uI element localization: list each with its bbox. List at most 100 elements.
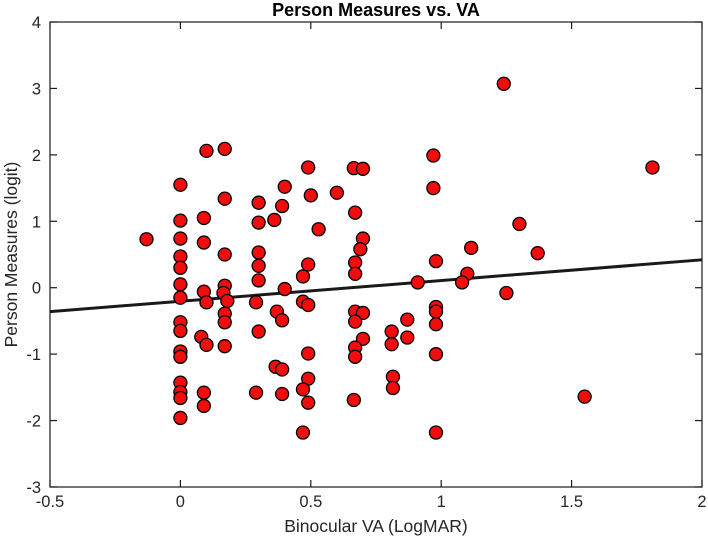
data-point	[645, 160, 660, 175]
data-point	[410, 275, 425, 290]
data-point	[173, 277, 188, 292]
x-tick-label: 1.5	[560, 493, 583, 511]
data-point	[173, 349, 188, 364]
data-point	[577, 389, 592, 404]
data-point	[139, 232, 154, 247]
data-point	[173, 410, 188, 426]
data-point	[428, 304, 444, 319]
data-point	[217, 141, 232, 157]
data-points-layer	[139, 76, 660, 440]
data-point	[251, 258, 266, 273]
plot-border-box	[49, 21, 703, 488]
data-point	[464, 240, 479, 256]
data-point	[173, 177, 188, 192]
data-point	[217, 191, 232, 206]
data-point	[384, 324, 399, 339]
data-point	[428, 425, 444, 440]
data-point	[217, 339, 232, 354]
data-point	[217, 315, 232, 330]
trend-line-layer	[49, 258, 703, 314]
x-axis-label: Binocular VA (LogMAR)	[284, 516, 468, 536]
y-tick-label: -3	[26, 479, 41, 497]
y-tick-label: -1	[26, 346, 41, 364]
data-point	[301, 346, 316, 361]
data-point	[428, 346, 444, 362]
data-point	[267, 212, 282, 228]
data-point	[496, 76, 511, 91]
data-point	[217, 247, 232, 262]
tick-marks-layer	[49, 21, 703, 488]
data-point	[199, 295, 214, 310]
y-tick-label: 0	[32, 280, 41, 298]
data-point	[277, 179, 292, 194]
data-point	[173, 323, 188, 339]
y-tick-label: -2	[26, 413, 41, 431]
tick-labels-layer: -0.5 0 0.5 1 1.5 2 -3 -2 -1 0 1 2 3 4	[26, 14, 706, 511]
data-point	[347, 314, 363, 329]
y-tick-label: 2	[32, 147, 41, 165]
data-point	[248, 295, 264, 310]
data-point	[353, 242, 368, 257]
data-point	[428, 317, 444, 332]
data-point	[196, 385, 212, 400]
data-point	[295, 382, 311, 397]
data-point	[301, 257, 316, 272]
x-tick-label: -0.5	[36, 493, 64, 511]
y-tick-label: 4	[32, 14, 41, 32]
data-point	[301, 395, 316, 410]
data-point	[347, 266, 363, 281]
regression-line	[49, 258, 703, 314]
data-point	[295, 269, 311, 284]
data-point	[173, 390, 188, 406]
data-point	[346, 392, 361, 408]
data-point	[499, 285, 514, 301]
data-point	[274, 198, 290, 214]
x-tick-label: 2	[697, 493, 706, 511]
data-point	[347, 349, 363, 364]
data-point	[274, 386, 290, 402]
data-point	[248, 385, 264, 400]
x-tick-label: 0	[176, 493, 185, 511]
data-point	[426, 148, 441, 163]
data-point	[454, 275, 470, 290]
data-point	[274, 313, 290, 328]
data-point	[199, 143, 214, 159]
data-point	[385, 380, 401, 396]
data-point	[400, 330, 415, 345]
data-point	[173, 290, 188, 305]
data-point	[196, 398, 212, 414]
y-tick-label: 3	[32, 80, 41, 98]
y-axis-label: Person Measures (logit)	[1, 162, 21, 348]
data-point	[311, 222, 326, 237]
data-point	[303, 188, 318, 203]
data-point	[295, 425, 311, 440]
data-point	[355, 161, 371, 176]
data-point	[400, 312, 415, 327]
data-point	[220, 293, 235, 309]
data-point	[301, 160, 316, 175]
data-point	[173, 213, 188, 228]
data-point	[277, 281, 292, 297]
data-point	[530, 246, 545, 261]
y-tick-label: 1	[32, 213, 41, 231]
data-point	[274, 362, 290, 377]
data-point	[251, 215, 266, 230]
data-point	[251, 245, 266, 260]
data-point	[347, 205, 363, 220]
data-point	[329, 185, 345, 200]
x-tick-label: 1	[437, 493, 446, 511]
chart-title: Person Measures vs. VA	[272, 0, 480, 20]
x-tick-label: 0.5	[299, 493, 322, 511]
data-point	[251, 195, 266, 210]
data-point	[251, 273, 266, 288]
data-point	[428, 253, 444, 269]
data-point	[199, 337, 214, 352]
data-point	[251, 324, 266, 339]
data-point	[512, 216, 527, 232]
data-point	[384, 337, 399, 352]
data-point	[426, 180, 441, 196]
data-point	[173, 231, 188, 246]
data-point	[196, 235, 212, 250]
